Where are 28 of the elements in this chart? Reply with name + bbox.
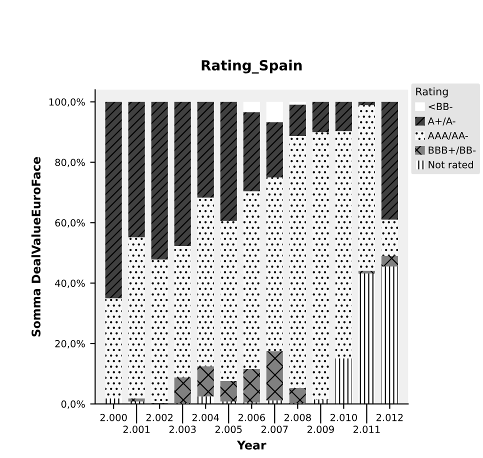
x-tick-label: 2.002 [146,414,173,422]
legend-title: Rating [416,87,448,98]
legend-label: AAA/AA- [428,132,468,140]
y-tick-label: 40,0% [55,280,85,288]
x-tick-label: 2.007 [261,426,288,434]
legend-label: A+/A- [428,117,456,126]
x-tick-label: 2.001 [123,426,150,434]
x-tick-label: 2.011 [354,426,380,434]
x-tick-label: 2.010 [330,414,357,422]
y-tick-label: 60,0% [55,219,85,228]
x-axis-title: Year [236,440,266,450]
y-tick-label: 0,0% [61,400,85,409]
y-axis-title: Somma DealValueEuroFace [31,157,41,336]
legend-label: <BB- [428,102,452,110]
chart-title: Rating_Spain [202,60,302,74]
x-tick-label: 2.012 [376,414,403,422]
x-tick-label: 2.004 [192,414,219,422]
y-tick-label: 100,0% [49,98,85,107]
x-tick-label: 2.006 [238,414,265,422]
legend-label: BBB+/BB- [428,146,476,155]
x-tick-label: 2.008 [284,414,311,422]
y-tick-label: 80,0% [55,158,85,168]
legend-label: Not rated [428,160,473,168]
x-tick-label: 2.009 [307,426,334,434]
x-tick-label: 2.003 [169,426,196,434]
y-tick-label: 20,0% [55,340,85,348]
x-tick-label: 2.000 [100,414,127,422]
x-tick-label: 2.005 [215,426,242,434]
